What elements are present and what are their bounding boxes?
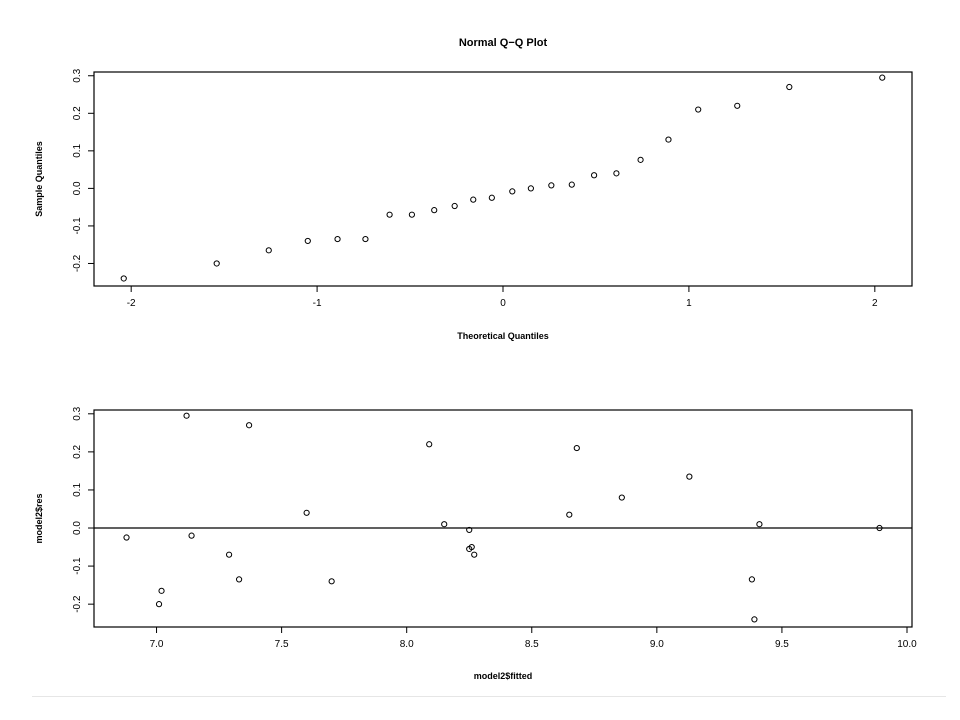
y-tick-label: 0.3	[72, 68, 83, 82]
data-point	[386, 211, 393, 218]
x-axis-label: Theoretical Quantiles	[457, 331, 549, 341]
x-tick-label: -1	[313, 298, 322, 309]
data-point	[695, 106, 702, 113]
plot-frame	[93, 71, 913, 287]
x-tick-label: 9.5	[775, 639, 789, 650]
data-point	[328, 578, 335, 585]
data-point	[235, 576, 243, 583]
bottom-divider	[32, 696, 946, 697]
y-tick-label: 0.1	[72, 143, 83, 157]
data-point	[183, 412, 190, 419]
x-tick-label: -2	[127, 298, 136, 309]
y-tick-label: 0.1	[72, 483, 83, 497]
data-point	[451, 202, 458, 210]
data-point	[786, 83, 793, 91]
data-point	[590, 172, 598, 179]
data-point	[618, 494, 625, 501]
residuals-vs-fitted-panel: 7.0 7.5 8.0 8.5 9.0 9.5 10.0 -0.2 -0.1 0.0 0.1 0.2 0…	[34, 406, 917, 681]
data-point	[431, 207, 438, 214]
data-point	[245, 422, 253, 429]
x-tick-label: 7.5	[275, 639, 289, 650]
data-point	[303, 509, 310, 516]
x-tick-label: 1	[686, 298, 692, 309]
data-point	[441, 521, 448, 528]
y-tick-label: 0.2	[72, 444, 83, 458]
data-point	[304, 237, 311, 245]
data-point	[120, 275, 127, 282]
data-point	[471, 551, 478, 558]
y-axis-label: model2$res	[34, 493, 44, 543]
plot-frame	[93, 409, 913, 628]
data-point	[408, 211, 416, 218]
y-tick-label: -0.2	[72, 254, 83, 272]
x-tick-label: 10.0	[897, 639, 917, 650]
qq-plot-panel: Normal Q−Q Plot -2 -1 0 1 2 -0.2 -0.1 0.0 0.1 0.2 0…	[34, 37, 913, 341]
y-tick-label: 0.0	[72, 181, 83, 195]
data-point	[362, 235, 369, 243]
data-point	[158, 587, 165, 594]
data-point	[665, 136, 672, 143]
x-tick-label: 9.0	[650, 639, 664, 650]
y-tick-label: 0.0	[72, 521, 83, 535]
data-point	[123, 534, 130, 541]
data-point	[568, 181, 575, 188]
x-tick-label: 2	[872, 298, 878, 309]
y-tick-label: -0.1	[72, 557, 83, 575]
data-point	[613, 170, 620, 177]
data-point	[748, 576, 756, 583]
chart-title: Normal Q−Q Plot	[459, 37, 548, 49]
data-point	[876, 524, 883, 532]
data-point	[637, 156, 644, 163]
data-point	[686, 473, 693, 480]
data-point	[470, 196, 477, 203]
data-point	[756, 521, 763, 528]
y-tick-label: 0.3	[72, 406, 83, 420]
data-point	[566, 511, 573, 518]
data-point	[751, 616, 758, 623]
data-point	[265, 247, 272, 254]
data-point	[468, 543, 475, 551]
data-point	[879, 74, 886, 81]
y-tick-label: 0.2	[72, 106, 83, 120]
data-point	[225, 551, 233, 558]
data-point	[155, 601, 163, 608]
x-axis-label: model2$fitted	[474, 671, 533, 681]
data-point	[734, 102, 741, 109]
x-tick-label: 8.0	[400, 639, 414, 650]
data-point	[548, 182, 555, 189]
data-point	[573, 444, 580, 452]
x-tick-label: 7.0	[150, 639, 164, 650]
x-tick-label: 8.5	[525, 639, 539, 650]
data-point	[213, 260, 220, 267]
data-point	[426, 441, 433, 448]
y-axis-label: Sample Quantiles	[34, 141, 44, 217]
data-point	[488, 194, 495, 201]
data-point	[188, 532, 195, 539]
x-tick-label: 0	[500, 298, 506, 309]
data-point	[527, 185, 534, 192]
data-point	[334, 235, 341, 243]
y-tick-label: -0.2	[72, 595, 83, 613]
data-point	[466, 526, 473, 534]
data-point	[509, 188, 516, 195]
y-tick-label: -0.1	[72, 217, 83, 235]
